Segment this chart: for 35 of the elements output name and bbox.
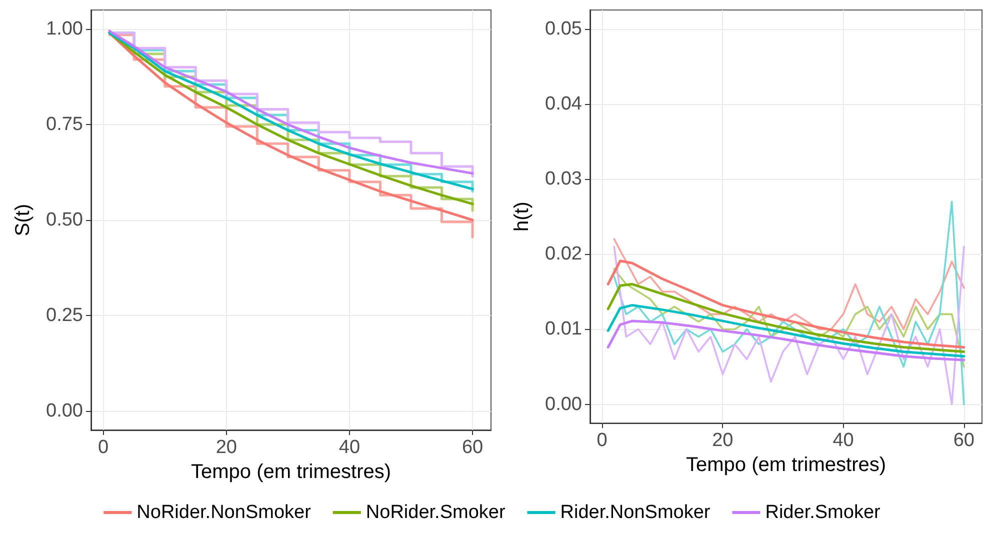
legend-label: Rider.NonSmoker [560, 502, 711, 523]
line-series [606, 304, 966, 358]
y-tick-label: 0.05 [545, 18, 582, 40]
line-series [613, 238, 965, 330]
line-series [606, 282, 966, 353]
x-tick-label: 40 [832, 430, 854, 452]
y-tick-label: 0.03 [545, 168, 582, 190]
x-tick-label: 40 [338, 437, 360, 458]
x-tick-label: 20 [216, 437, 237, 458]
x-tick-label: 0 [98, 437, 109, 458]
y-tick-label: 1.00 [46, 18, 83, 40]
y-tick-label: 0.75 [46, 114, 83, 136]
y-tick-label: 0.25 [46, 304, 83, 326]
x-tick-label: 0 [596, 430, 608, 452]
line-series [606, 260, 966, 348]
line-series [606, 320, 966, 362]
line-series [613, 268, 965, 368]
y-axis-title: h(t) [511, 202, 533, 232]
y-tick-label: 0.50 [46, 210, 83, 230]
y-axis-title: S(t) [12, 204, 34, 236]
line-series [613, 246, 965, 406]
y-tick-label: 0.02 [545, 244, 582, 265]
x-tick-label: 60 [462, 437, 484, 458]
x-tick-label: 20 [712, 430, 734, 452]
x-axis-title: Tempo (em trimestres) [686, 454, 886, 476]
x-axis-title: Tempo (em trimestres) [190, 460, 392, 483]
y-tick-label: 0.04 [545, 93, 582, 114]
y-tick-label: 0.00 [545, 394, 582, 415]
y-tick-label: 0.00 [46, 400, 83, 422]
legend-label: NoRider.Smoker [366, 502, 506, 523]
line-series [613, 200, 965, 406]
legend-label: Rider.Smoker [765, 502, 882, 523]
x-tick-label: 60 [953, 430, 974, 452]
y-tick-label: 0.01 [545, 318, 582, 340]
legend-label: NoRider.NonSmoker [136, 502, 312, 523]
